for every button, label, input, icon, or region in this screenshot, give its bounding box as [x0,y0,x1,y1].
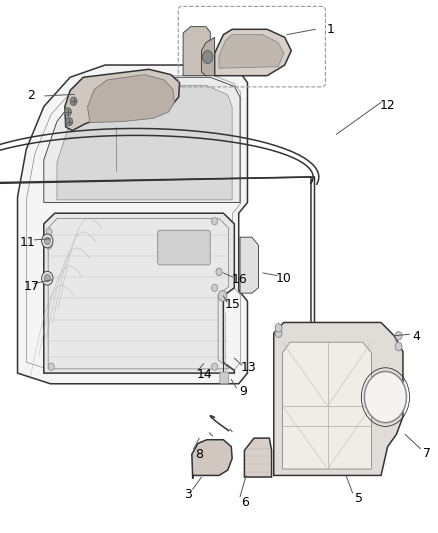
Text: 17: 17 [24,280,39,293]
Circle shape [66,117,73,126]
Circle shape [42,234,53,248]
Polygon shape [65,69,180,131]
Polygon shape [283,342,371,469]
Polygon shape [44,77,240,203]
Circle shape [64,108,71,116]
Text: 5: 5 [355,492,363,505]
Text: 1: 1 [327,23,335,36]
Circle shape [275,329,282,337]
Polygon shape [192,440,232,479]
Circle shape [42,271,53,285]
FancyBboxPatch shape [220,372,229,384]
Text: 3: 3 [184,488,192,501]
Polygon shape [183,27,210,76]
Circle shape [216,268,222,276]
Circle shape [218,290,227,301]
Text: 7: 7 [423,447,431,459]
Polygon shape [44,213,234,373]
Polygon shape [274,322,403,475]
Circle shape [48,363,54,370]
Circle shape [44,237,50,245]
Text: 10: 10 [276,272,292,285]
Text: 6: 6 [241,496,249,508]
Text: 8: 8 [195,448,203,461]
Circle shape [364,372,406,423]
Circle shape [395,332,402,340]
Text: 16: 16 [232,273,248,286]
Text: 11: 11 [19,236,35,249]
Text: 12: 12 [380,99,396,112]
Polygon shape [201,37,215,76]
Text: 4: 4 [412,330,420,343]
Circle shape [275,324,282,332]
Polygon shape [88,75,174,123]
Text: 14: 14 [197,368,213,381]
Circle shape [202,51,213,63]
Polygon shape [57,85,232,200]
Circle shape [44,274,50,282]
Circle shape [46,241,52,249]
Circle shape [395,342,402,351]
Circle shape [70,97,77,106]
Polygon shape [215,29,291,76]
Text: 9: 9 [239,385,247,398]
Polygon shape [240,237,258,293]
Circle shape [212,217,218,225]
Circle shape [212,284,218,292]
Text: 2: 2 [28,90,35,102]
Polygon shape [18,65,247,384]
Circle shape [46,228,52,236]
Text: 13: 13 [241,361,257,374]
FancyBboxPatch shape [158,230,210,265]
Circle shape [212,363,218,370]
Text: 15: 15 [224,298,240,311]
Polygon shape [219,35,284,68]
Polygon shape [244,438,272,477]
